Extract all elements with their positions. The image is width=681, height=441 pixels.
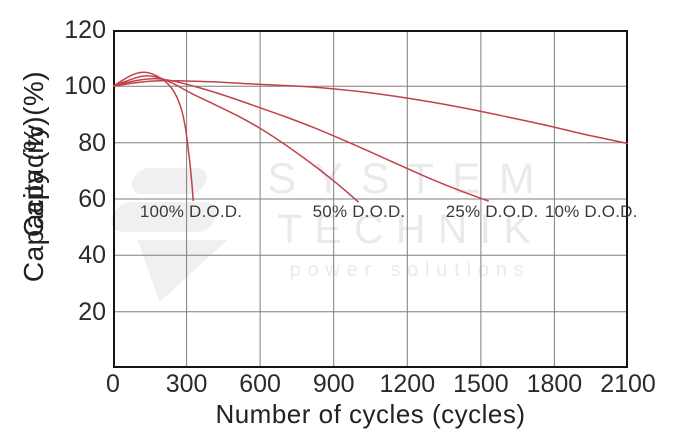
y-tick-label-40: 40: [78, 241, 106, 270]
watermark-line-technik: TECHNIK: [276, 206, 544, 252]
curve-100-d-o-d: [113, 71, 194, 202]
watermark-text: SYSTEM TECHNIK power solutions: [235, 158, 585, 281]
plot-border: [113, 30, 628, 368]
watermark-line-power-solutions: power solutions: [289, 259, 531, 281]
curve-50-d-o-d: [113, 75, 359, 203]
annotation-10-d-o-d: 10% D.O.D.: [544, 201, 638, 221]
annotation-25-d-o-d: 25% D.O.D.: [445, 201, 539, 221]
y-tick-label-100: 100: [64, 72, 106, 101]
annotation-50-d-o-d: 50% D.O.D.: [312, 201, 406, 221]
y-tick-label-80: 80: [78, 128, 106, 157]
chart-plot-svg: [113, 30, 628, 368]
x-tick-label-1800: 1800: [526, 370, 583, 398]
y-tick-label-60: 60: [78, 185, 106, 213]
annotation-100-d-o-d: 100% D.O.D.: [139, 201, 243, 221]
curve-10-d-o-d: [113, 79, 628, 145]
x-tick-label-300: 300: [165, 370, 208, 398]
plot-area: 100% D.O.D. 50% D.O.D. 25% D.O.D. 10% D.O.D…: [113, 30, 637, 368]
x-tick-label-0: 0: [106, 370, 120, 398]
x-axis-title: Number of cycles (cycles): [215, 399, 526, 429]
x-tick-label-1500: 1500: [453, 370, 509, 398]
x-tick-label-600: 600: [239, 370, 281, 398]
y-tick-label-120: 120: [64, 16, 106, 44]
curve-25-d-o-d: [113, 77, 489, 202]
x-tick-label-900: 900: [312, 370, 355, 398]
x-tick-label-2100: 2100: [600, 370, 656, 398]
y-tick-label-20: 20: [78, 297, 106, 326]
x-tick-label-1200: 1200: [379, 370, 436, 398]
